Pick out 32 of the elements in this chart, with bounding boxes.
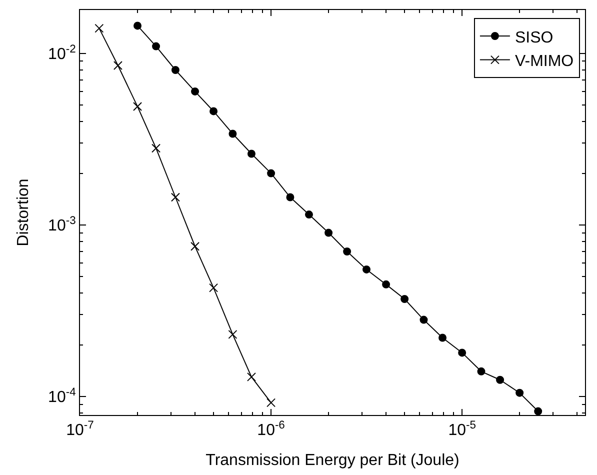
point [134, 22, 142, 30]
point [247, 150, 256, 158]
y-tick-label: 10$^{-4}$ [48, 386, 76, 406]
point [343, 248, 352, 256]
x-tick-label: 10$^{-5}$ [448, 419, 476, 440]
x-tick-label: 10$^{-7}$ [66, 419, 94, 440]
point [458, 348, 466, 357]
point [286, 193, 294, 202]
point [228, 130, 237, 138]
point [210, 107, 218, 116]
legend-label: SISO [514, 29, 554, 46]
point [324, 228, 333, 237]
x-tick-label: 10$^{-6}$ [257, 419, 285, 440]
point [152, 42, 160, 50]
point [382, 280, 390, 288]
x-axis-title: Transmission Energy per Bit (Joule) [206, 452, 460, 469]
point [438, 334, 447, 342]
y-tick-label: 10$^{-3}$ [48, 214, 76, 235]
point [304, 210, 313, 219]
y-axis-title: Distortion [14, 178, 32, 246]
point [191, 87, 200, 96]
point [534, 407, 542, 415]
legend-label: V-MIMO [514, 53, 574, 70]
y-tick-label: 10$^{-2}$ [48, 43, 76, 63]
point [516, 388, 524, 397]
point [362, 265, 370, 274]
point [496, 376, 504, 384]
point [267, 169, 276, 178]
point [171, 66, 180, 74]
point [477, 367, 486, 376]
point [400, 295, 409, 304]
point [420, 316, 428, 324]
